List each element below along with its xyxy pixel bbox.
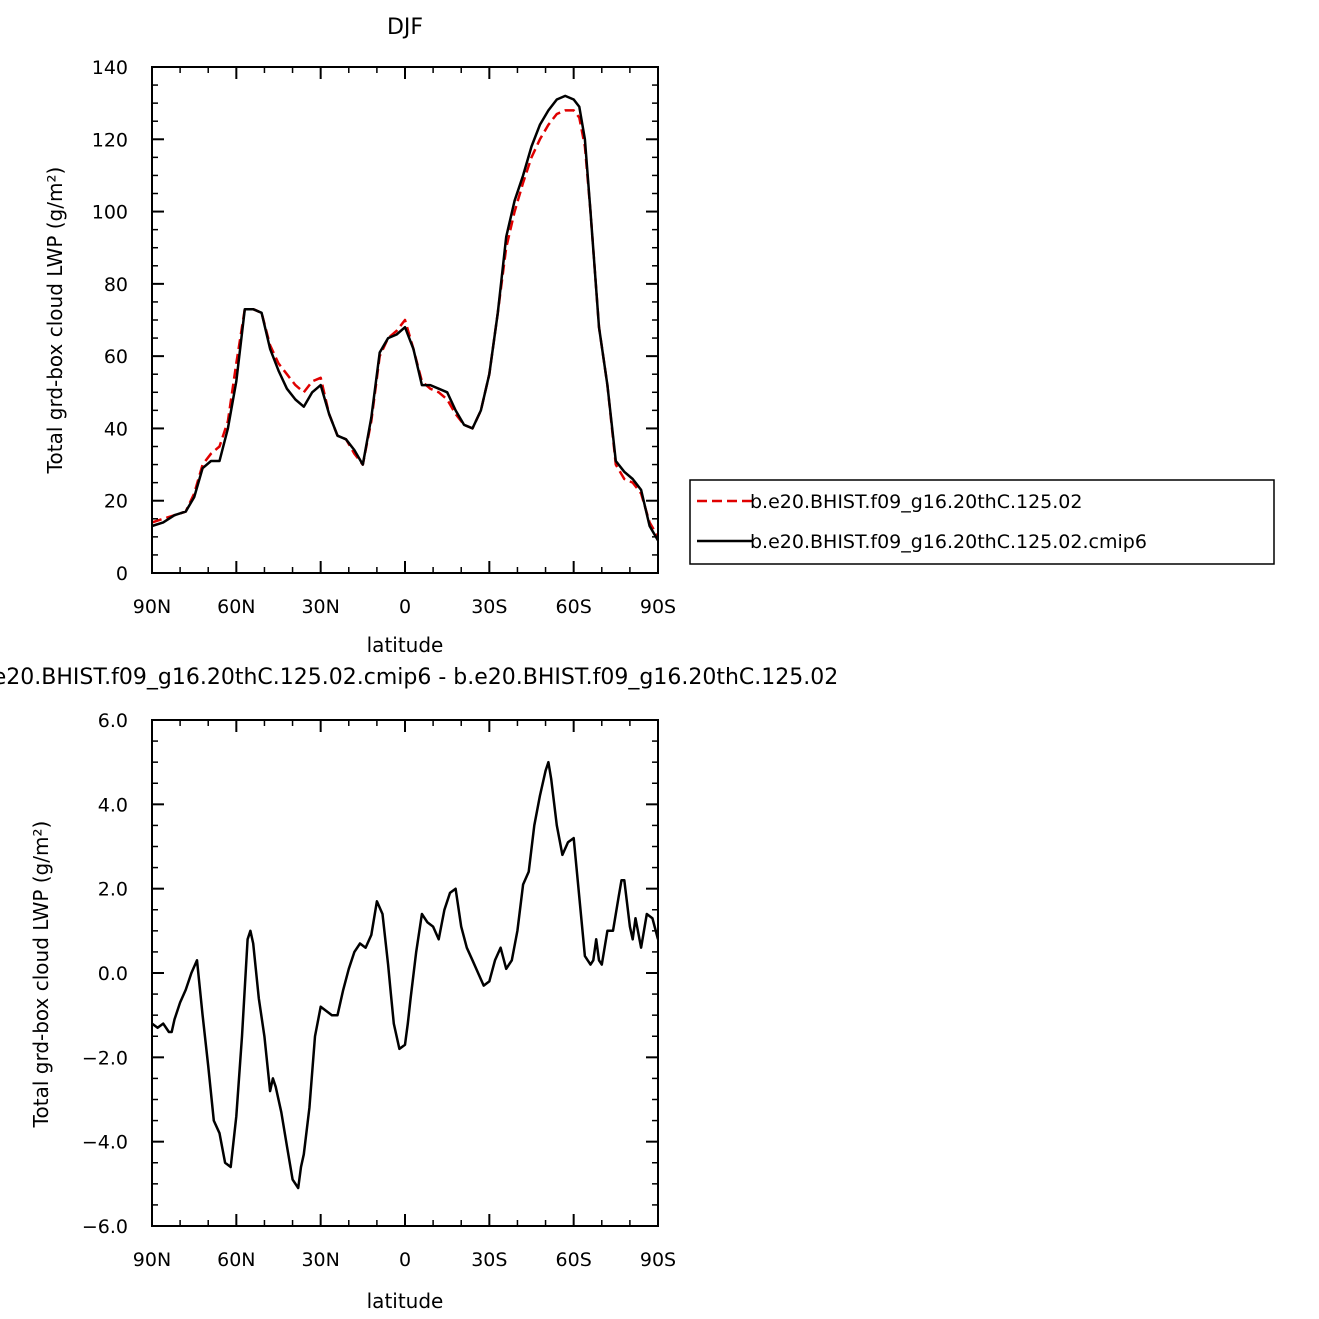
bottom-y-tick-label: −6.0 bbox=[82, 1216, 128, 1238]
top-series-group bbox=[152, 94, 658, 542]
top-y-tick-label: 100 bbox=[92, 202, 128, 224]
top-x-tick-label: 30S bbox=[471, 596, 507, 618]
bottom-y-tick-label: 0.0 bbox=[98, 963, 128, 985]
bottom-y-tick-label: 2.0 bbox=[98, 879, 128, 901]
bottom-x-tick-label: 0 bbox=[399, 1249, 411, 1271]
top-panel: DJF 90N 60N 30N 0 30S 60S 90S 0 20 40 60 80 100 120 14… bbox=[43, 15, 1275, 657]
top-y-tick-label: 140 bbox=[92, 57, 128, 79]
bottom-y-axis-label: Total grd-box cloud LWP (g/m²) bbox=[29, 821, 53, 1129]
bottom-y-tick-label: −2.0 bbox=[82, 1047, 128, 1069]
top-series-line-1 bbox=[152, 94, 658, 542]
legend-label-cmip6: b.e20.BHIST.f09_g16.20thC.125.02.cmip6 bbox=[750, 531, 1147, 553]
top-ticks-group: 90N 60N 30N 0 30S 60S 90S 0 20 40 60 80 100 120 140 bbox=[92, 57, 676, 618]
top-x-tick-label: 60S bbox=[556, 596, 592, 618]
bottom-panel: b.e20.BHIST.f09_g16.20thC.125.02.cmip6 -… bbox=[0, 665, 838, 1313]
top-y-tick-label: 60 bbox=[104, 346, 128, 368]
top-x-axis-label: latitude bbox=[367, 633, 444, 657]
legend-label-control: b.e20.BHIST.f09_g16.20thC.125.02 bbox=[750, 491, 1082, 513]
legend: b.e20.BHIST.f09_g16.20thC.125.02 b.e20.B… bbox=[689, 479, 1275, 565]
bottom-x-tick-label: 30S bbox=[471, 1249, 507, 1271]
bottom-x-tick-label: 60N bbox=[217, 1249, 255, 1271]
top-chart-title: DJF bbox=[387, 15, 423, 40]
bottom-series-line-0 bbox=[152, 760, 658, 1190]
top-y-tick-label: 80 bbox=[104, 274, 128, 296]
top-y-tick-label: 0 bbox=[116, 563, 128, 585]
bottom-x-tick-label: 90N bbox=[133, 1249, 171, 1271]
top-y-tick-label: 40 bbox=[104, 418, 128, 440]
bottom-series-group bbox=[152, 760, 658, 1190]
top-x-tick-label: 0 bbox=[399, 596, 411, 618]
bottom-ticks-group: 90N 60N 30N 0 30S 60S 90S −6.0 −4.0 −2.0 0.0 2.0 4.0… bbox=[82, 710, 676, 1271]
legend-box bbox=[689, 479, 1275, 565]
bottom-x-axis-label: latitude bbox=[367, 1289, 444, 1313]
bottom-x-tick-label: 30N bbox=[301, 1249, 339, 1271]
top-y-tick-label: 20 bbox=[104, 491, 128, 513]
top-x-tick-label: 30N bbox=[301, 596, 339, 618]
bottom-chart-title: b.e20.BHIST.f09_g16.20thC.125.02.cmip6 -… bbox=[0, 665, 838, 690]
bottom-x-tick-label: 90S bbox=[640, 1249, 676, 1271]
top-series-line-0 bbox=[152, 109, 658, 538]
top-x-tick-label: 90S bbox=[640, 596, 676, 618]
top-y-axis-label: Total grd-box cloud LWP (g/m²) bbox=[43, 167, 67, 475]
top-y-tick-label: 120 bbox=[92, 129, 128, 151]
bottom-y-tick-label: 6.0 bbox=[98, 710, 128, 732]
top-x-tick-label: 90N bbox=[133, 596, 171, 618]
bottom-plot-frame bbox=[151, 719, 659, 1227]
bottom-x-tick-label: 60S bbox=[556, 1249, 592, 1271]
bottom-y-tick-label: −4.0 bbox=[82, 1132, 128, 1154]
top-x-tick-label: 60N bbox=[217, 596, 255, 618]
bottom-y-tick-label: 4.0 bbox=[98, 794, 128, 816]
